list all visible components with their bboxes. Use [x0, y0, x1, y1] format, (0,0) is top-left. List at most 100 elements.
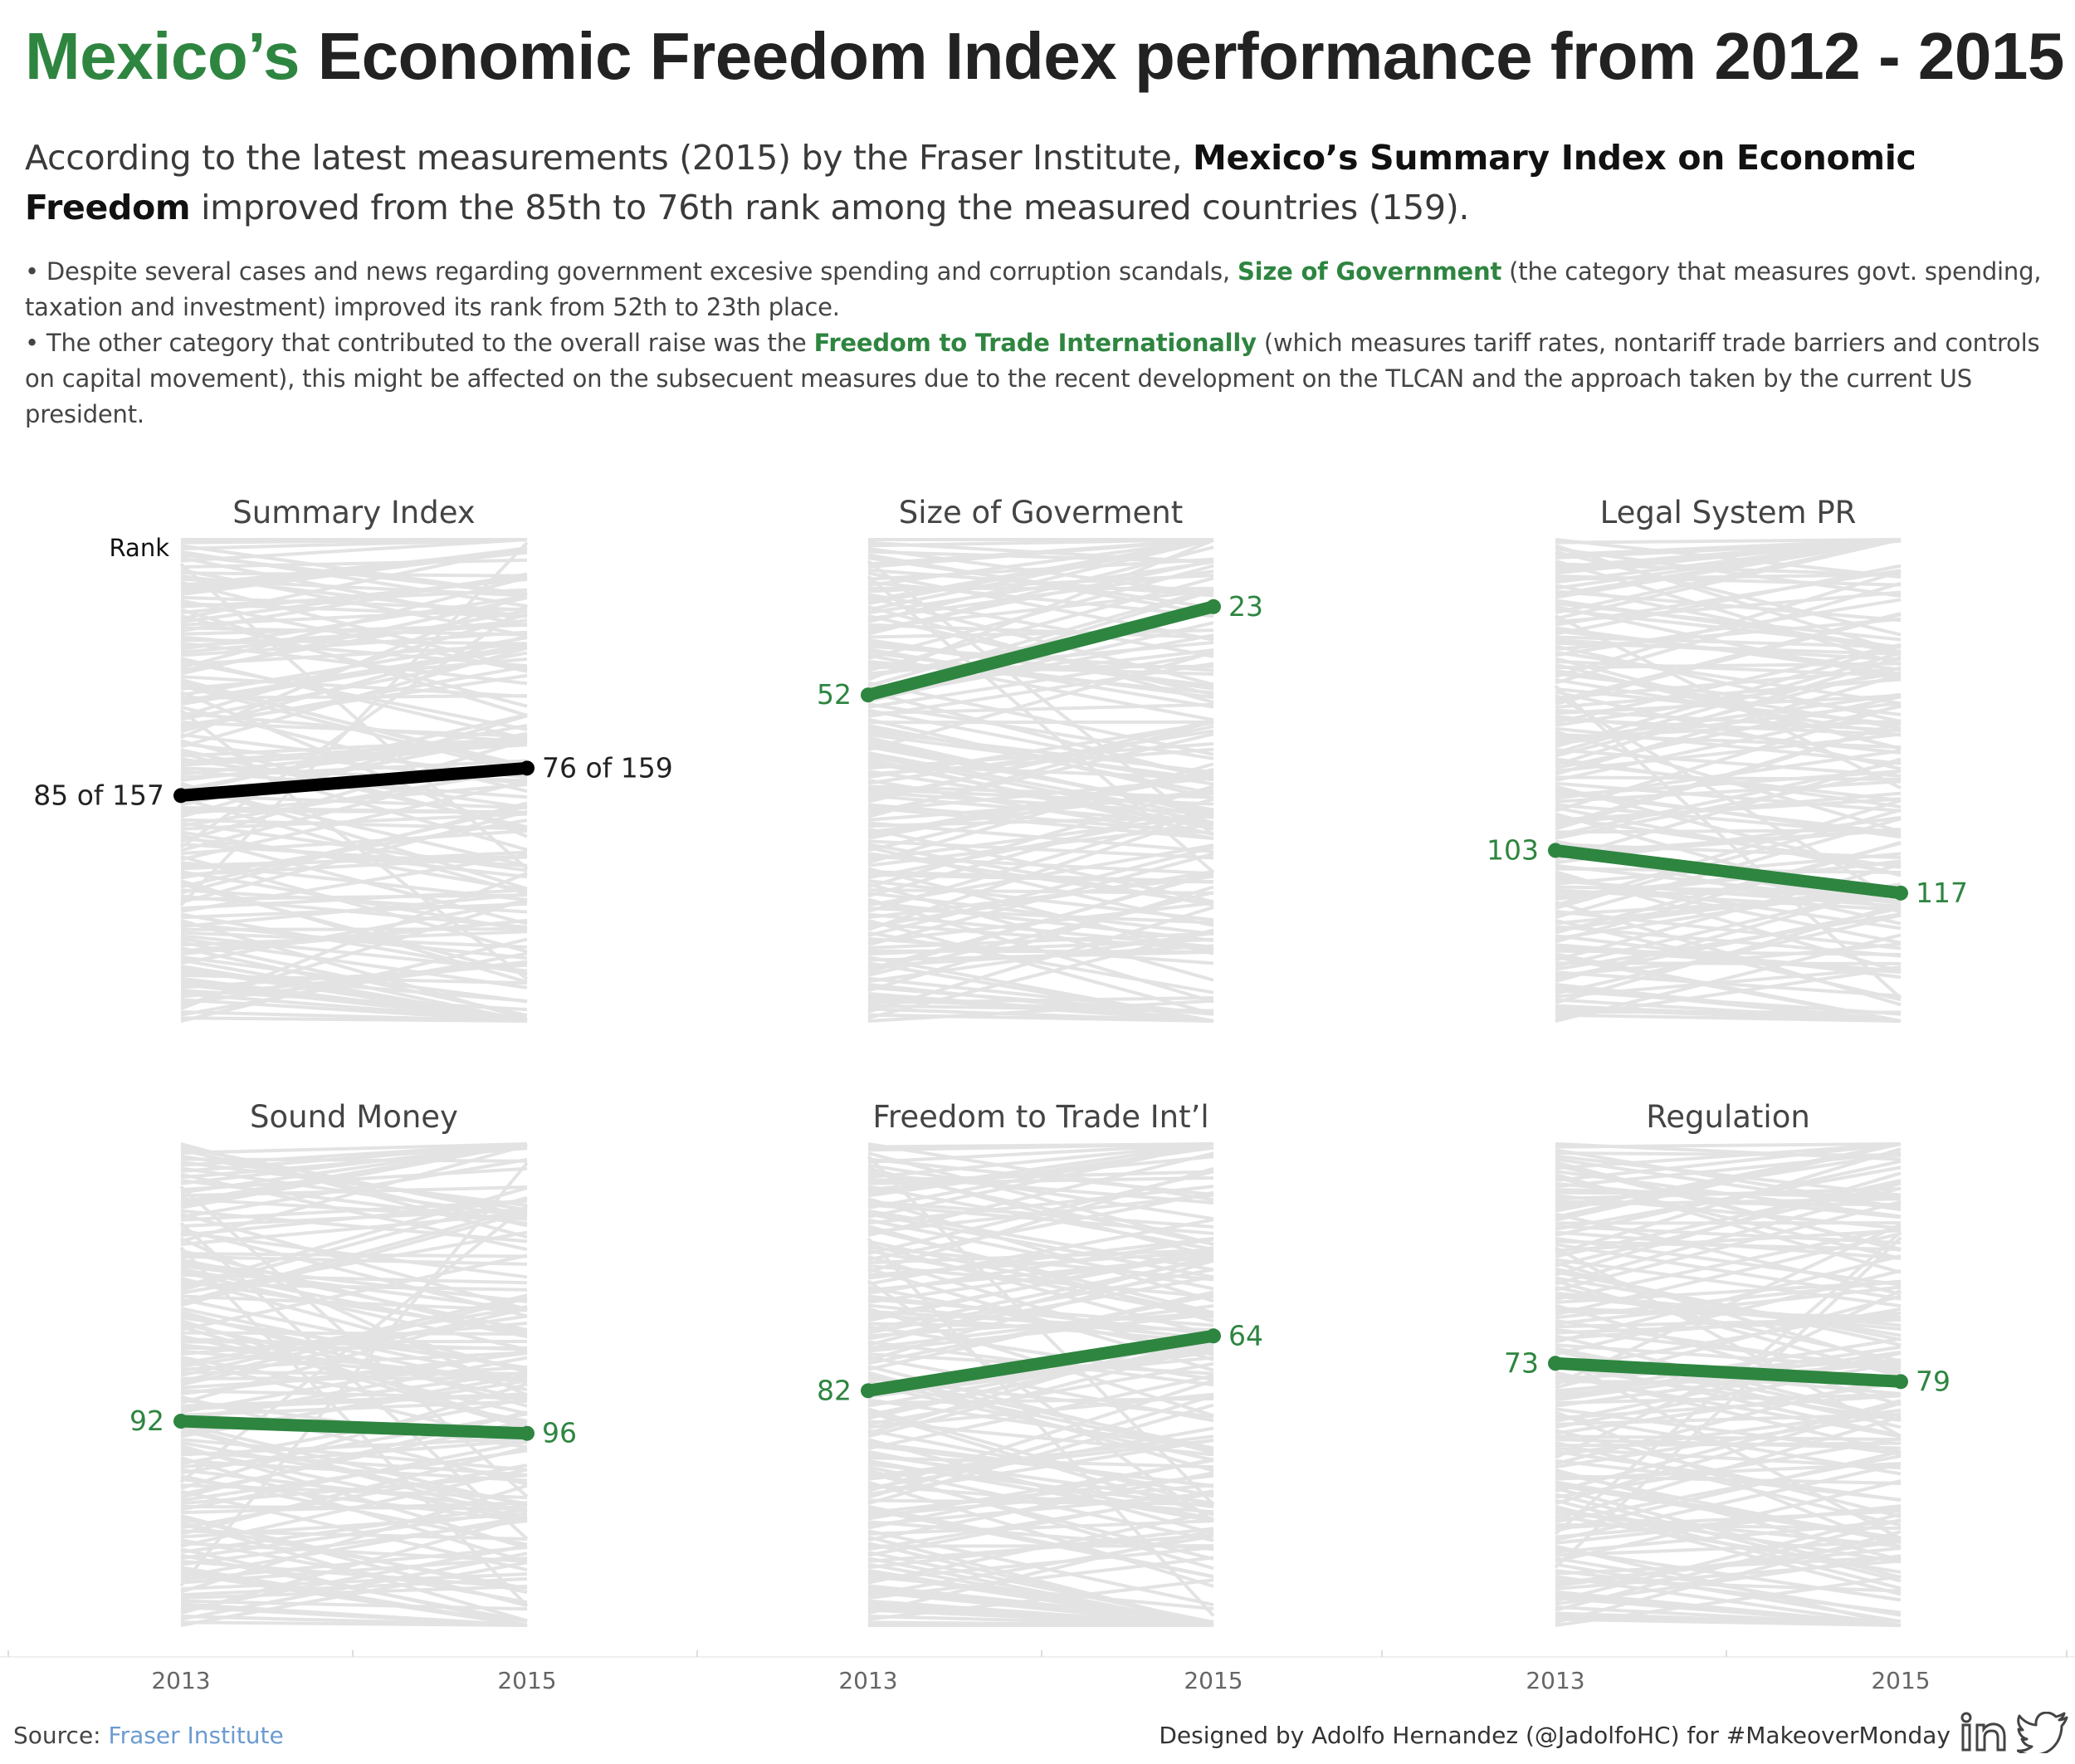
panel-4-x-tick-2015: 2015 — [497, 1667, 556, 1694]
panel-1-context-line — [180, 850, 528, 871]
panel-2-highlight-line — [862, 600, 1220, 701]
panel-4-context-line — [180, 1254, 528, 1266]
panel-6-context-line — [1555, 1540, 1902, 1557]
panel-4-context-line — [180, 1572, 528, 1591]
panel-1-context-line — [180, 828, 528, 856]
panel-6-end-point — [1893, 1374, 1908, 1390]
panel-1-context-line — [180, 646, 528, 749]
panel-4-context-line — [180, 1158, 528, 1219]
bullet-1-highlight: Size of Government — [1237, 257, 1502, 286]
panel-6-context-line — [1555, 1617, 1902, 1627]
panel-3-context-line — [1555, 748, 1902, 778]
panel-2-context-line — [867, 1004, 1214, 1013]
panel-5-context-line — [867, 1456, 1214, 1469]
panel-3-context-line — [1555, 655, 1902, 767]
panel-1-context-line — [180, 571, 528, 578]
panel-6-end-label: 79 — [1916, 1365, 1950, 1397]
twitter-icon[interactable] — [2017, 1712, 2070, 1753]
panel-1-context-line — [180, 899, 528, 965]
panel-5-context-line — [867, 1575, 1214, 1611]
panel-2-context-line — [867, 845, 1214, 938]
panel-4-context-line — [180, 1503, 528, 1554]
panel-5-context-line — [867, 1510, 1214, 1585]
panel-1-context-line — [180, 794, 528, 810]
panel-2-context-line — [867, 1013, 1214, 1023]
panel-1-context-line — [180, 892, 528, 929]
panel-2-context-line — [867, 545, 1214, 636]
panel-4-start-label: 92 — [129, 1405, 164, 1437]
panel-3-context-line — [1555, 965, 1902, 1020]
panel-3-context-line — [1555, 569, 1902, 627]
source-link[interactable]: Fraser Institute — [108, 1722, 284, 1749]
panel-3-context-line — [1555, 564, 1902, 636]
panel-1-context-line — [180, 951, 528, 1017]
panel-1-context-line — [180, 738, 528, 843]
bullet-item-2: • The other category that contributed to… — [25, 325, 2050, 432]
panel-6-context-line — [1555, 1518, 1902, 1612]
panel-2-context-line — [867, 718, 1214, 804]
panel-5-context-line — [867, 1246, 1214, 1322]
panel-4-highlight-line — [174, 1415, 534, 1440]
panel-4-context-line — [180, 1205, 528, 1304]
panel-6-context-line — [1555, 1575, 1902, 1627]
bullet-1-text-1: • Despite several cases and news regardi… — [25, 257, 1238, 286]
panel-3-context-line — [1555, 828, 1902, 834]
panel-2-context-line — [867, 587, 1214, 688]
panel-1-context-line — [180, 888, 528, 914]
panel-3-context-line — [1555, 808, 1902, 911]
panel-6-context-line — [1555, 1512, 1902, 1603]
panel-3-context-line — [1555, 883, 1902, 984]
panel-2-context-line — [867, 928, 1214, 1020]
panel-3-context-line — [1555, 760, 1902, 838]
panel-4-context-line — [180, 1365, 528, 1390]
panel-4-context-line — [180, 1142, 528, 1156]
panel-2-context-line — [867, 628, 1214, 639]
panel-1-context-line — [179, 541, 529, 906]
panel-2-context-line — [867, 931, 1214, 950]
panel-1-context-line — [180, 591, 528, 740]
panel-2-context-line — [867, 538, 1214, 548]
panel-2-context-line — [867, 652, 1214, 709]
panel-6-context-line — [1555, 1142, 1902, 1170]
panel-1-context-line — [180, 714, 528, 818]
panel-6-context-line — [1555, 1171, 1902, 1277]
panel-3-context-line — [1555, 708, 1902, 733]
panel-5-context-line — [867, 1379, 1214, 1493]
panel-5-context-line — [867, 1218, 1214, 1286]
panel-3-title: Legal System PR — [1600, 495, 1857, 530]
panel-6-context-line — [1555, 1401, 1902, 1506]
panel-5-context-line — [867, 1258, 1214, 1362]
source-note: Source: Fraser Institute — [13, 1722, 284, 1749]
panel-1-context-line — [180, 887, 528, 911]
panel-3-context-line — [1555, 581, 1902, 685]
panel-5-context-line — [867, 1190, 1214, 1262]
panel-4-context-line — [180, 1356, 528, 1424]
panel-6-highlight-line — [1549, 1356, 1907, 1388]
panel-4-context-line — [180, 1515, 528, 1579]
panel-6-context-line — [1555, 1142, 1902, 1183]
panel-5-context-line — [867, 1457, 1214, 1530]
panel-5-context-line — [867, 1453, 1214, 1505]
panel-4-context-line — [180, 1142, 528, 1210]
panel-5-context-line — [867, 1528, 1214, 1615]
panel-4-context-line — [180, 1331, 528, 1336]
panel-4-title: Sound Money — [250, 1099, 458, 1135]
panel-5-context-line — [867, 1403, 1214, 1506]
panel-5-context-line — [867, 1344, 1214, 1439]
panel-3-end-label: 117 — [1916, 877, 1968, 909]
panel-6-context-line — [1555, 1434, 1902, 1441]
panel-1-context-line — [180, 613, 528, 708]
panel-4-context-line — [180, 1382, 528, 1490]
bullet-item-1: • Despite several cases and news regardi… — [25, 254, 2050, 325]
page-title: Mexico’s Economic Freedom Index performa… — [25, 15, 2064, 98]
panel-6-context-line — [1555, 1399, 1902, 1493]
panel-4-context-line — [180, 1599, 528, 1611]
lead-bold: Mexico’s Summary Index on Economic Freed… — [25, 138, 1916, 227]
panel-6-context-line — [1555, 1530, 1902, 1625]
linkedin-icon[interactable] — [1960, 1712, 2009, 1753]
panel-5-context-line — [867, 1236, 1214, 1280]
panel-5-context-line — [867, 1253, 1214, 1347]
panel-1-context-line — [180, 927, 528, 931]
panel-3-context-line — [1555, 692, 1902, 743]
panel-4-context-line — [180, 1199, 528, 1238]
